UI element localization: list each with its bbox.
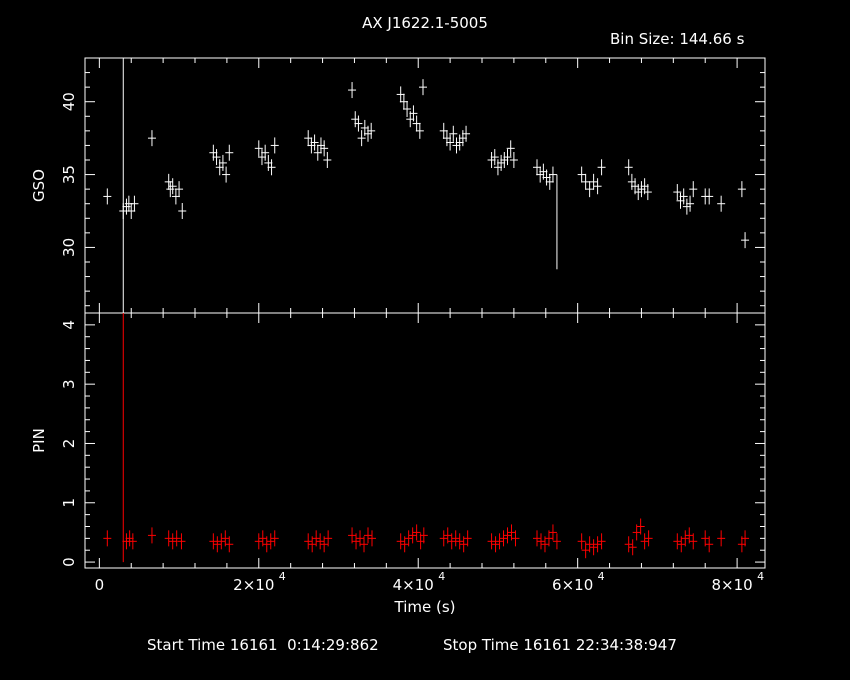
x-tick-label: 4×10: [393, 576, 434, 594]
y-tick-label: 3: [60, 379, 78, 389]
plot-frame: [84, 57, 766, 314]
pin-panel: 0 1 2 3 4 PIN 0 2×10 4 4×10 4 6×10 4 8×10 4 Time (s): [30, 312, 766, 616]
x-tick-label: 0: [95, 576, 105, 594]
y-axis-label: PIN: [30, 428, 48, 453]
y-tick-label: 1: [60, 498, 78, 508]
x-tick-label: 8×10: [711, 576, 752, 594]
y-tick-label: 40: [60, 92, 78, 111]
x-tick-exponent: 4: [279, 570, 286, 583]
y-tick-label: 35: [60, 165, 78, 184]
y-tick-label: 30: [60, 238, 78, 257]
x-axis-label: Time (s): [394, 598, 456, 616]
start-time-label: Start Time 16161 0:14:29:862: [147, 636, 379, 654]
x-tick-label: 2×10: [233, 576, 274, 594]
y-tick-label: 0: [60, 557, 78, 567]
stop-time-label: Stop Time 16161 22:34:38:947: [443, 636, 677, 654]
plot-frame: [84, 312, 766, 569]
x-tick-exponent: 4: [757, 570, 764, 583]
y-tick-label: 2: [60, 439, 78, 449]
y-axis-label: GSO: [30, 169, 48, 202]
chart-title: AX J1622.1-5005: [362, 14, 488, 32]
gso-panel: 30 35 40 GSO: [30, 57, 766, 314]
x-tick-exponent: 4: [438, 570, 445, 583]
y-tick-label: 4: [60, 320, 78, 330]
bin-size-label: Bin Size: 144.66 s: [610, 30, 745, 48]
x-tick-exponent: 4: [598, 570, 605, 583]
x-tick-label: 6×10: [552, 576, 593, 594]
